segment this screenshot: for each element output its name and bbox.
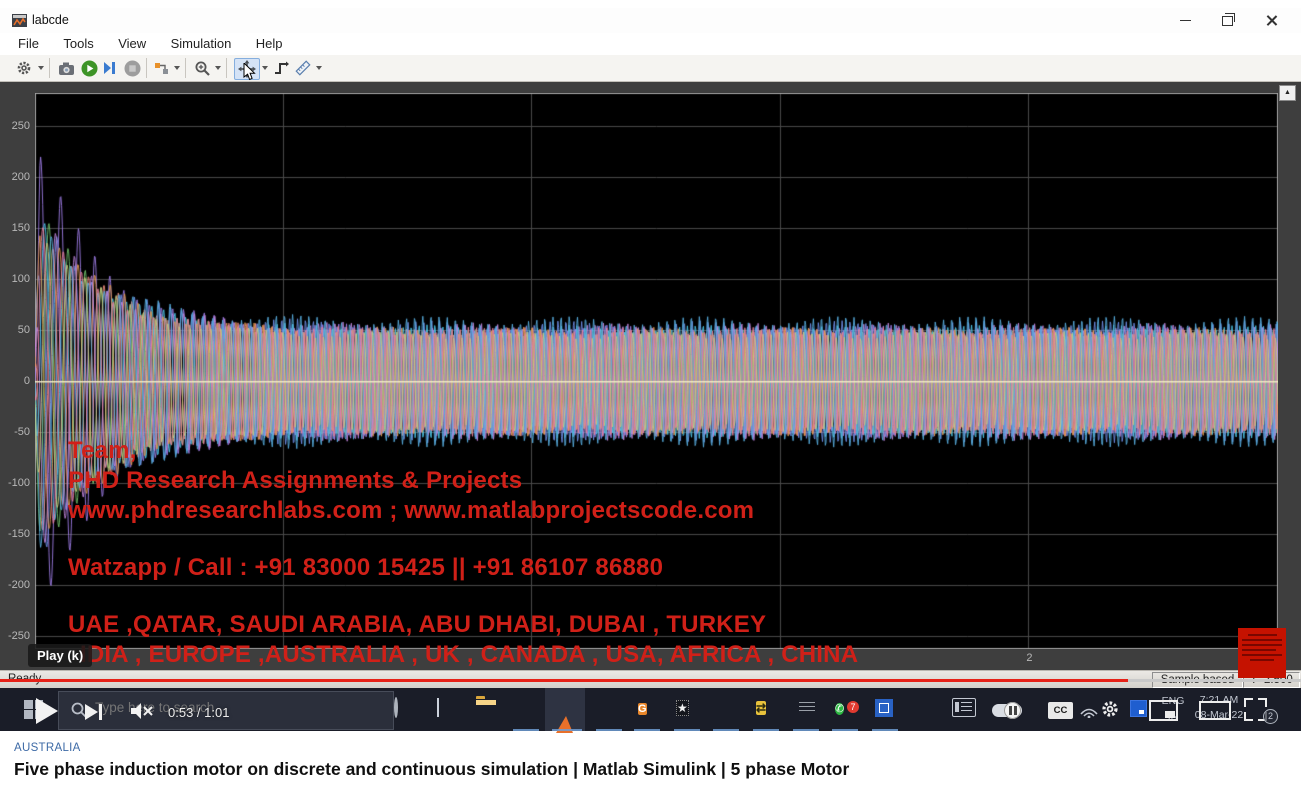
window-titlebar[interactable]: labcde xyxy=(0,8,1301,34)
media-player-star-icon[interactable]: ★ xyxy=(676,700,689,716)
close-button[interactable] xyxy=(1254,8,1288,33)
menu-help[interactable]: Help xyxy=(255,36,283,51)
menu-file[interactable]: File xyxy=(18,36,39,51)
player-next-button[interactable] xyxy=(85,703,102,721)
video-progress-played xyxy=(0,679,1128,682)
scope-corner-scroll-button[interactable]: ▲ xyxy=(1279,85,1296,101)
menu-view[interactable]: View xyxy=(118,36,147,51)
player-captions-button[interactable]: CC xyxy=(1048,702,1073,719)
wifi-network-icon[interactable] xyxy=(1078,700,1100,718)
watermark-line-6: IDIA , EUROPE ,AUSTRALIA , UK , CANADA ,… xyxy=(80,641,859,668)
y-axis-tick-label: 250 xyxy=(11,119,30,132)
toolbar-separator xyxy=(49,58,50,78)
active-app-highlight xyxy=(545,688,585,731)
y-axis-tick-label: -200 xyxy=(7,578,30,591)
notification-badge: 2 xyxy=(1263,709,1278,724)
file-explorer-icon[interactable] xyxy=(476,699,496,719)
transfer-tool-icon[interactable]: ⇄ xyxy=(756,701,767,715)
search-input[interactable] xyxy=(93,699,367,716)
y-axis-tick-label: 50 xyxy=(17,323,30,336)
watermark-line-5: UAE ,QATAR, SAUDI ARABIA, ABU DHABI, DUB… xyxy=(68,611,767,638)
player-miniplayer-button[interactable] xyxy=(1149,700,1178,721)
x-axis-tick-label: 2 xyxy=(1026,652,1033,664)
video-frame[interactable]: labcde File Tools View Simulation Help xyxy=(0,0,1301,735)
video-title: Five phase induction motor on discrete a… xyxy=(14,759,850,779)
restore-button[interactable] xyxy=(1210,8,1244,33)
toolbar-separator xyxy=(185,58,186,78)
matlab-icon[interactable] xyxy=(556,699,576,733)
y-axis-tick-label: 200 xyxy=(11,170,30,183)
menubar: File Tools View Simulation Help xyxy=(0,33,1301,55)
y-axis-tick-label: 0 xyxy=(23,374,30,387)
highlight-signal-dropdown-icon[interactable] xyxy=(174,66,180,70)
measurements-dropdown-icon[interactable] xyxy=(316,66,322,70)
settings-dropdown-icon[interactable] xyxy=(38,66,44,70)
pan-dropdown-icon[interactable] xyxy=(262,66,268,70)
menu-tools[interactable]: Tools xyxy=(63,36,94,51)
y-axis-tick-label: -150 xyxy=(7,527,30,540)
task-view-icon[interactable] xyxy=(437,698,457,719)
cortana-icon[interactable] xyxy=(394,697,414,719)
measurements-ruler-icon[interactable] xyxy=(293,58,313,78)
step-forward-icon[interactable] xyxy=(101,58,121,78)
photos-icon[interactable] xyxy=(875,699,895,719)
red-stamp-watermark xyxy=(1238,628,1286,678)
y-axis-tick-label: -250 xyxy=(7,629,30,642)
window-title: labcde xyxy=(32,13,69,27)
run-icon[interactable] xyxy=(79,58,99,78)
menu-simulation[interactable]: Simulation xyxy=(170,36,232,51)
y-axis-tick-label: -50 xyxy=(14,425,30,438)
whatsapp-icon[interactable]: ✆ xyxy=(835,703,845,715)
highlight-signal-icon[interactable] xyxy=(152,58,172,78)
toolbar-separator xyxy=(146,58,147,78)
notepad-plus-icon[interactable] xyxy=(599,699,619,719)
toolbar xyxy=(0,55,1301,82)
player-play-button[interactable] xyxy=(36,698,58,724)
scope-plot-canvas[interactable] xyxy=(35,93,1278,649)
trigger-icon[interactable] xyxy=(271,58,291,78)
y-axis-tick-label: -100 xyxy=(7,476,30,489)
stop-icon[interactable] xyxy=(122,58,142,78)
whatsapp-badge: 7 xyxy=(847,701,859,713)
zoom-icon[interactable] xyxy=(192,58,212,78)
y-axis-tick-label: 100 xyxy=(11,272,30,285)
watermark-line-4: Watzapp / Call : +91 83000 15425 || +91 … xyxy=(68,554,664,581)
mouse-cursor xyxy=(243,63,256,81)
player-time-display: 0:53 / 1:01 xyxy=(168,705,230,720)
video-tag-link[interactable]: AUSTRALIA xyxy=(14,742,81,754)
scope-app-icon xyxy=(12,13,27,28)
player-volume-muted-icon[interactable] xyxy=(130,701,154,721)
toolbar-separator xyxy=(226,58,227,78)
y-axis-tick-label: 150 xyxy=(11,221,30,234)
zoom-dropdown-icon[interactable] xyxy=(215,66,221,70)
news-widget-icon[interactable] xyxy=(952,698,976,717)
player-autoplay-toggle[interactable] xyxy=(992,702,1022,719)
play-tooltip: Play (k) xyxy=(28,644,93,667)
settings-gear-icon[interactable] xyxy=(14,58,34,78)
download-manager-icon[interactable]: G xyxy=(638,703,647,715)
watermark-line-2: PHD Research Assignments & Projects xyxy=(68,467,523,494)
firefox-icon[interactable] xyxy=(716,699,736,719)
player-settings-gear-icon[interactable] xyxy=(1100,699,1120,719)
watermark-line-3: www.phdresearchlabs.com ; www.matlabproj… xyxy=(68,497,755,524)
snapshot-icon[interactable] xyxy=(56,58,76,78)
wps-document-icon[interactable] xyxy=(797,699,817,719)
watermark-line-1: Team, xyxy=(68,437,137,464)
video-progress-bar[interactable] xyxy=(0,679,1301,682)
minimize-button[interactable] xyxy=(1168,8,1202,33)
chrome-icon[interactable] xyxy=(516,699,536,719)
taskbar-search[interactable] xyxy=(58,691,394,730)
bluestacks-tray-icon[interactable] xyxy=(1130,700,1147,717)
player-theater-button[interactable] xyxy=(1199,701,1231,720)
